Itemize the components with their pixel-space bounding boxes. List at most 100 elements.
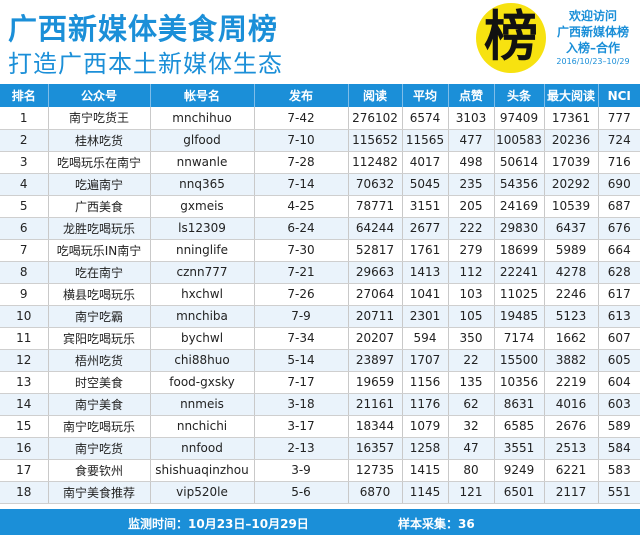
cell-likes: 222 <box>448 217 495 240</box>
cell-nci: 617 <box>598 283 640 306</box>
cell-nci: 724 <box>598 129 640 152</box>
cell-posts: 3-18 <box>254 393 349 416</box>
cell-account-name: 广西美食 <box>48 195 151 218</box>
cell-nci: 676 <box>598 217 640 240</box>
cell-account-name: 吃喝玩乐IN南宁 <box>48 239 151 262</box>
cell-rank: 6 <box>0 217 49 240</box>
cell-average: 1176 <box>402 393 449 416</box>
cell-nci: 584 <box>598 437 640 460</box>
promo-welcome: 欢迎访问 <box>568 9 617 23</box>
cell-max-reads: 2117 <box>544 481 599 504</box>
cell-posts: 5-6 <box>254 481 349 504</box>
cell-rank: 11 <box>0 327 49 350</box>
table-row: 18 南宁美食推荐 vip520le 5-6 6870 1145 121 6501 2117 55… <box>0 481 640 504</box>
ranking-table: 排名 公众号 帐号名 发布 阅读 平均 点赞 头条 最大阅读 NCI 1 南宁吃货王 mnchihuo… <box>0 84 640 504</box>
cell-likes: 105 <box>448 305 495 328</box>
cell-nci: 628 <box>598 261 640 284</box>
cell-posts: 3-17 <box>254 415 349 438</box>
cell-account-id: vip520le <box>150 481 255 504</box>
page-title: 广西新媒体美食周榜 <box>8 12 279 46</box>
cell-account-name: 吃在南宁 <box>48 261 151 284</box>
cell-average: 1707 <box>402 349 449 372</box>
cell-account-id: nnmeis <box>150 393 255 416</box>
cell-rank: 7 <box>0 239 49 262</box>
cell-rank: 9 <box>0 283 49 306</box>
logo-character: 榜 <box>484 5 538 68</box>
cell-posts: 7-30 <box>254 239 349 262</box>
column-header-max-reads: 最大阅读 <box>544 84 599 107</box>
cell-average: 3151 <box>402 195 449 218</box>
cell-account-name: 宾阳吃喝玩乐 <box>48 327 151 350</box>
cell-average: 5045 <box>402 173 449 196</box>
cell-max-reads: 2676 <box>544 415 599 438</box>
cell-account-id: nnq365 <box>150 173 255 196</box>
cell-headline: 97409 <box>494 107 545 130</box>
cell-nci: 690 <box>598 173 640 196</box>
cell-posts: 5-14 <box>254 349 349 372</box>
cell-nci: 551 <box>598 481 640 504</box>
column-header-account-name: 公众号 <box>48 84 151 107</box>
cell-max-reads: 4278 <box>544 261 599 284</box>
table-row: 6 龙胜吃喝玩乐 ls12309 6-24 64244 2677 222 29830 6437 6… <box>0 217 640 240</box>
cell-headline: 50614 <box>494 151 545 174</box>
cell-likes: 22 <box>448 349 495 372</box>
cell-max-reads: 6221 <box>544 459 599 482</box>
column-header-headline: 头条 <box>494 84 545 107</box>
table-row: 13 时空美食 food-gxsky 7-17 19659 1156 135 10356 221… <box>0 371 640 394</box>
column-header-rank: 排名 <box>0 84 49 107</box>
cell-account-id: chi88huo <box>150 349 255 372</box>
cell-nci: 716 <box>598 151 640 174</box>
cell-rank: 2 <box>0 129 49 152</box>
cell-nci: 604 <box>598 371 640 394</box>
cell-average: 11565 <box>402 129 449 152</box>
table-row: 17 食要钦州 shishuaqinzhou 3-9 12735 1415 80 9249 62… <box>0 459 640 482</box>
cell-headline: 29830 <box>494 217 545 240</box>
cell-reads: 6870 <box>348 481 403 504</box>
table-body: 1 南宁吃货王 mnchihuo 7-42 276102 6574 3103 97409 173… <box>0 107 640 504</box>
cell-rank: 3 <box>0 151 49 174</box>
column-header-reads: 阅读 <box>348 84 403 107</box>
cell-average: 4017 <box>402 151 449 174</box>
cell-posts: 7-42 <box>254 107 349 130</box>
cell-account-name: 南宁吃喝玩乐 <box>48 415 151 438</box>
cell-likes: 3103 <box>448 107 495 130</box>
cell-rank: 10 <box>0 305 49 328</box>
cell-headline: 15500 <box>494 349 545 372</box>
cell-account-id: nninglife <box>150 239 255 262</box>
table-header-row: 排名 公众号 帐号名 发布 阅读 平均 点赞 头条 最大阅读 NCI <box>0 84 640 107</box>
cell-average: 1041 <box>402 283 449 306</box>
cell-account-name: 食要钦州 <box>48 459 151 482</box>
cell-reads: 21161 <box>348 393 403 416</box>
cell-posts: 7-28 <box>254 151 349 174</box>
cell-account-id: ls12309 <box>150 217 255 240</box>
cell-rank: 8 <box>0 261 49 284</box>
cell-account-id: hxchwl <box>150 283 255 306</box>
cell-max-reads: 2219 <box>544 371 599 394</box>
cell-posts: 3-9 <box>254 459 349 482</box>
cell-rank: 13 <box>0 371 49 394</box>
cell-max-reads: 17039 <box>544 151 599 174</box>
cell-likes: 62 <box>448 393 495 416</box>
cell-headline: 24169 <box>494 195 545 218</box>
column-header-average: 平均 <box>402 84 449 107</box>
monitoring-period: 监测时间：10月23日–10月29日 <box>128 517 309 531</box>
cell-max-reads: 20292 <box>544 173 599 196</box>
cell-max-reads: 10539 <box>544 195 599 218</box>
cell-likes: 235 <box>448 173 495 196</box>
cell-account-name: 时空美食 <box>48 371 151 394</box>
cell-max-reads: 2513 <box>544 437 599 460</box>
cell-average: 6574 <box>402 107 449 130</box>
table-row: 5 广西美食 gxmeis 4-25 78771 3151 205 24169 10539 687 <box>0 195 640 218</box>
cell-account-id: nnchichi <box>150 415 255 438</box>
cell-posts: 7-21 <box>254 261 349 284</box>
cell-likes: 80 <box>448 459 495 482</box>
column-header-likes: 点赞 <box>448 84 495 107</box>
cell-likes: 279 <box>448 239 495 262</box>
cell-reads: 23897 <box>348 349 403 372</box>
cell-posts: 7-34 <box>254 327 349 350</box>
cell-reads: 18344 <box>348 415 403 438</box>
cell-headline: 6501 <box>494 481 545 504</box>
cell-reads: 16357 <box>348 437 403 460</box>
cell-max-reads: 6437 <box>544 217 599 240</box>
cell-headline: 19485 <box>494 305 545 328</box>
